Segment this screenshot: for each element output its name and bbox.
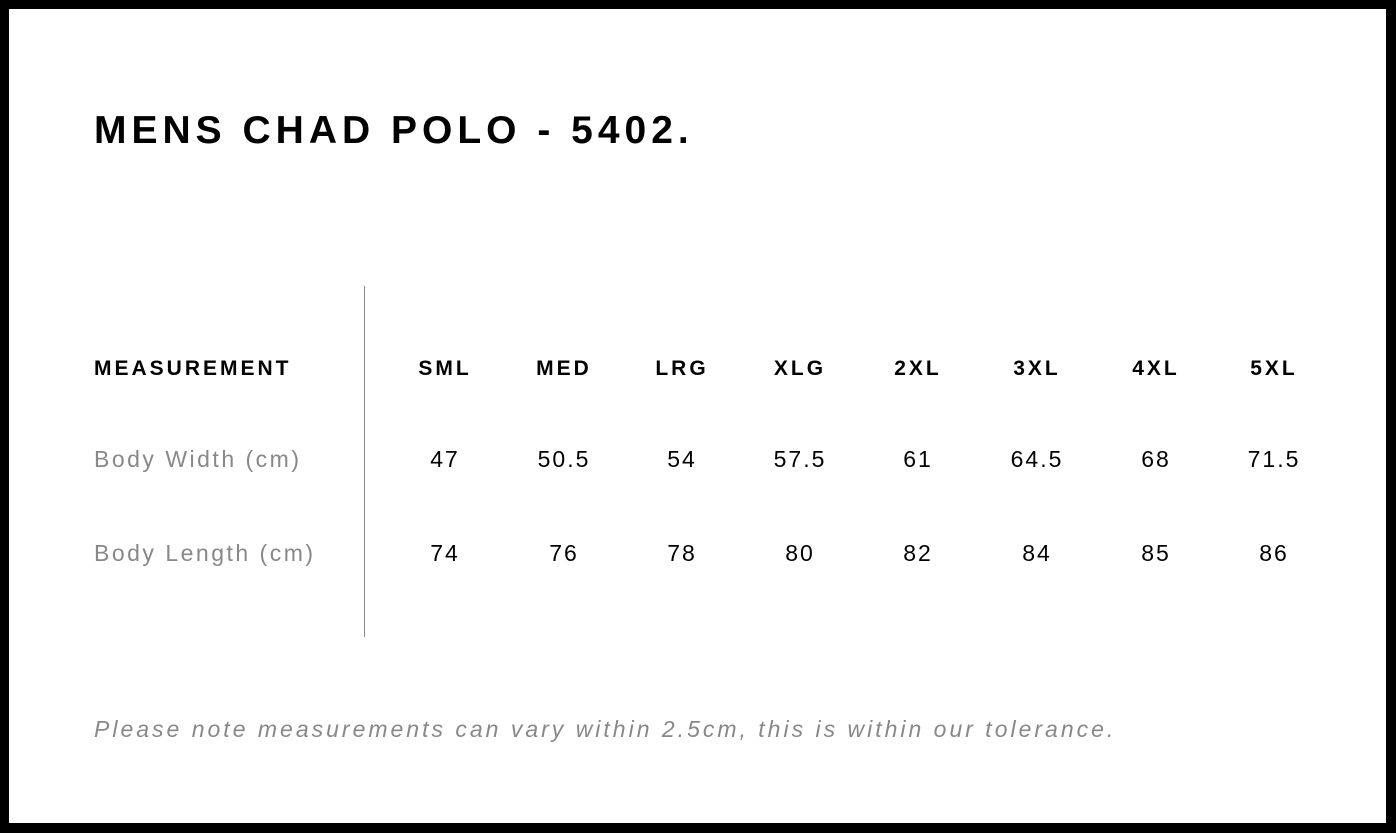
table-cell: 74 [430, 540, 460, 566]
header-size: 4XL [1132, 357, 1180, 380]
table-cell: 80 [785, 540, 815, 566]
tolerance-note: Please note measurements can vary within… [94, 716, 1117, 742]
header-size: LRG [655, 357, 709, 380]
header-measurement: MEASUREMENT [94, 357, 292, 380]
row-label: Body Length (cm) [94, 540, 316, 566]
table-cell: 57.5 [773, 446, 827, 472]
table-cell: 47 [430, 446, 460, 472]
table-cell: 84 [1022, 540, 1052, 566]
row-label: Body Width (cm) [94, 446, 302, 472]
table-cell: 61 [903, 446, 933, 472]
table-cell: 76 [549, 540, 579, 566]
header-size: MED [536, 357, 592, 380]
table-cell: 64.5 [1010, 446, 1064, 472]
table-cell: 71.5 [1247, 446, 1301, 472]
header-size: 5XL [1250, 357, 1298, 380]
header-size: XLG [773, 357, 827, 380]
table-cell: 82 [903, 540, 933, 566]
header-size: SML [418, 357, 472, 380]
page-title: MENS CHAD POLO - 5402. [94, 109, 694, 152]
column-divider [364, 286, 365, 637]
table-cell: 54 [667, 446, 697, 472]
header-size: 3XL [1013, 357, 1061, 380]
table-cell: 85 [1141, 540, 1171, 566]
table-cell: 68 [1141, 446, 1171, 472]
table-cell: 86 [1259, 540, 1289, 566]
header-size: 2XL [894, 357, 942, 380]
table-cell: 50.5 [537, 446, 591, 472]
size-chart-card: MENS CHAD POLO - 5402. MEASUREMENT SML M… [9, 9, 1386, 823]
table-cell: 78 [667, 540, 697, 566]
